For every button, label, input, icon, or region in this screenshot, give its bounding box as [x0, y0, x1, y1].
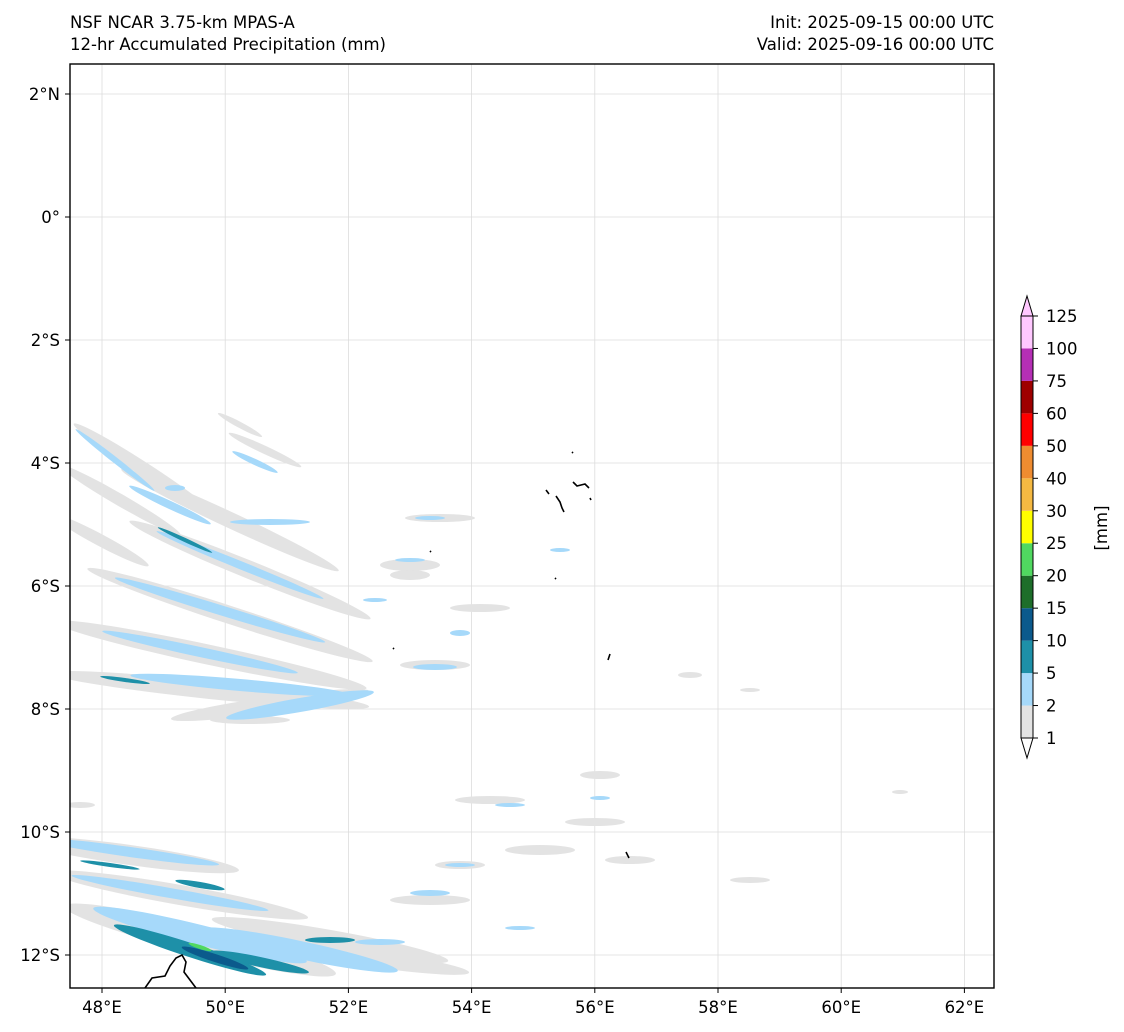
- colorbar-segment: [1021, 316, 1033, 349]
- lon-tick-label: 60°E: [821, 998, 861, 1017]
- map-frame: [69, 63, 995, 989]
- colorbar-segment: [1021, 543, 1033, 576]
- colorbar-segment: [1021, 348, 1033, 381]
- field-title: 12-hr Accumulated Precipitation (mm): [70, 35, 386, 54]
- colorbar-segment: [1021, 673, 1033, 706]
- colorbar-segment: [1021, 608, 1033, 641]
- colorbar-tick-label: 25: [1046, 534, 1067, 553]
- lon-tick-label: 48°E: [82, 998, 122, 1017]
- lat-tick-label: 10°S: [20, 823, 60, 842]
- valid-time: Valid: 2025-09-16 00:00 UTC: [756, 35, 994, 54]
- colorbar-segment: [1021, 478, 1033, 511]
- colorbar-tick-label: 100: [1046, 339, 1078, 358]
- colorbar-label: [mm]: [1092, 505, 1111, 550]
- lon-tick-label: 52°E: [329, 998, 369, 1017]
- colorbar-segment: [1021, 445, 1033, 479]
- colorbar-segment: [1021, 640, 1033, 674]
- colorbar-tick-label: 30: [1046, 502, 1067, 521]
- model-title: NSF NCAR 3.75-km MPAS-A: [70, 13, 295, 32]
- lat-tick-labels: 2°N 0° 2°S 4°S 6°S 8°S 10°S 12°S: [20, 85, 70, 965]
- colorbar-segment: [1021, 413, 1033, 446]
- colorbar-frame: [1020, 315, 1034, 739]
- lon-tick-label: 50°E: [205, 998, 245, 1017]
- colorbar-tick-label: 125: [1046, 307, 1078, 326]
- lat-tick-label: 2°N: [29, 85, 60, 104]
- colorbar-tick-label: 40: [1046, 469, 1067, 488]
- lon-tick-labels: 48°E 50°E 52°E 54°E 56°E 58°E 60°E 62°E: [82, 988, 984, 1017]
- colorbar-extend-min: [1020, 737, 1034, 760]
- lat-tick-label: 0°: [41, 208, 60, 227]
- colorbar-segment: [1021, 510, 1033, 544]
- lat-tick-label: 8°S: [31, 700, 60, 719]
- colorbar-tick-label: 75: [1046, 372, 1067, 391]
- colorbar-extend-max: [1020, 294, 1034, 317]
- colorbar-tick-label: 50: [1046, 437, 1067, 456]
- precipitation-field: [70, 412, 908, 988]
- time-info: Init: 2025-09-15 00:00 UTC Valid: 2025-0…: [757, 12, 994, 56]
- map-title: NSF NCAR 3.75-km MPAS-A 12-hr Accumulate…: [70, 12, 386, 56]
- init-time: Init: 2025-09-15 00:00 UTC: [770, 13, 994, 32]
- lat-tick-label: 4°S: [31, 454, 60, 473]
- colorbar-tick-label: 15: [1046, 599, 1067, 618]
- lat-tick-label: 12°S: [20, 946, 60, 965]
- colorbar-segment: [1021, 575, 1033, 609]
- colorbar-tick-label: 60: [1046, 404, 1067, 423]
- lon-tick-label: 54°E: [452, 998, 492, 1017]
- colorbar-tick-label: 5: [1046, 664, 1057, 683]
- lon-tick-label: 62°E: [945, 998, 985, 1017]
- coastline: [144, 451, 630, 988]
- lon-tick-label: 58°E: [698, 998, 738, 1017]
- colorbar-tick-label: 20: [1046, 567, 1067, 586]
- colorbar-tick-label: 2: [1046, 697, 1057, 716]
- lat-tick-label: 2°S: [31, 331, 60, 350]
- lat-tick-label: 6°S: [31, 577, 60, 596]
- colorbar-tick-label: 10: [1046, 632, 1067, 651]
- colorbar-segment: [1021, 705, 1033, 738]
- lon-tick-label: 56°E: [575, 998, 615, 1017]
- colorbar-tick-label: 1: [1046, 729, 1057, 748]
- colorbar-segment: [1021, 380, 1033, 414]
